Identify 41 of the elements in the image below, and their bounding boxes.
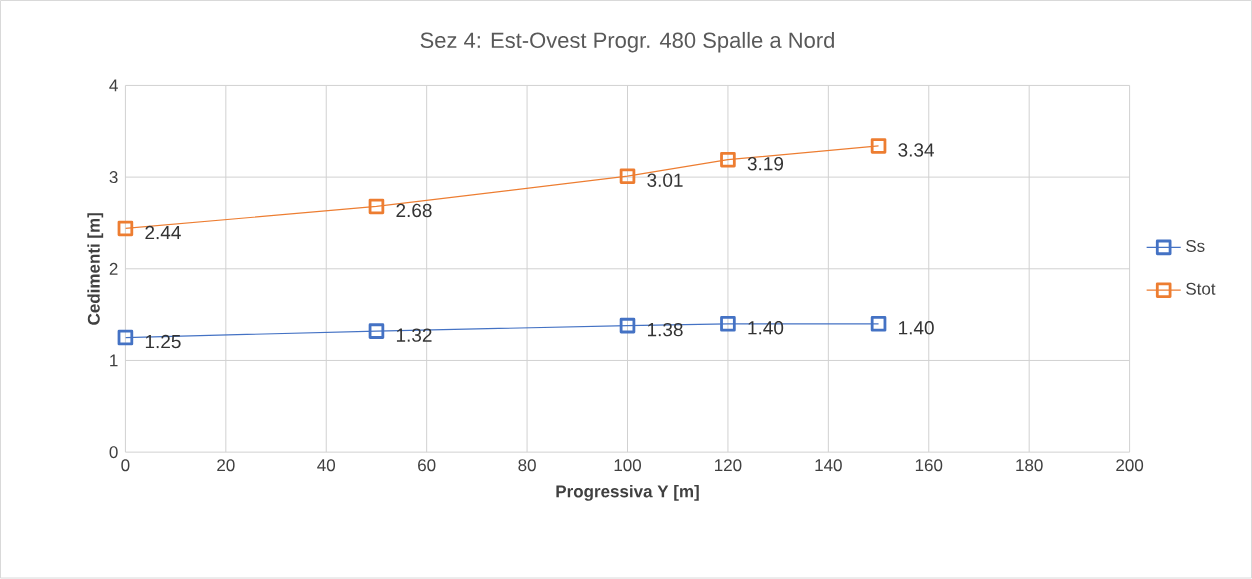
data-label: 1.38 xyxy=(648,323,683,337)
y-tick-label: 1 xyxy=(110,354,118,367)
legend-label: Ss xyxy=(1186,240,1205,253)
point xyxy=(619,318,636,334)
data-label: 1.40 xyxy=(748,321,784,335)
x-tick-label: 40 xyxy=(317,459,336,472)
x-axis-title: Progressiva Y [m] xyxy=(556,485,699,502)
data-label: 2.44 xyxy=(145,226,181,240)
chart-title: Sez 4: Est-Ovest Progr. 480 Spalle a Nord xyxy=(420,32,834,53)
point xyxy=(870,138,887,154)
point xyxy=(117,329,134,346)
y-tick-label: 0 xyxy=(109,446,118,459)
y-tick-label: 2 xyxy=(109,263,118,275)
point xyxy=(720,316,736,332)
point xyxy=(720,152,736,168)
x-tick-label: 20 xyxy=(217,459,235,472)
point xyxy=(870,316,887,332)
point xyxy=(368,323,385,340)
x-tick-label: 100 xyxy=(614,459,641,472)
point xyxy=(619,168,636,185)
x-tick-label: 120 xyxy=(715,459,742,472)
point xyxy=(117,220,134,237)
x-tick-label: 200 xyxy=(1116,459,1144,472)
legend-label: Stot xyxy=(1186,283,1216,296)
x-tick-label: 140 xyxy=(815,459,842,472)
x-tick-label: 180 xyxy=(1016,459,1043,472)
data-label: 1.25 xyxy=(145,335,181,349)
y-tick-label: 3 xyxy=(109,171,118,184)
x-tick-label: 160 xyxy=(915,459,943,472)
x-tick-label: 60 xyxy=(418,459,436,472)
x-tick-label: 80 xyxy=(518,459,536,472)
data-label: 1.32 xyxy=(396,328,432,343)
data-label: 3.34 xyxy=(898,143,934,157)
data-label: 3.19 xyxy=(747,157,784,171)
x-tick-label: 0 xyxy=(121,459,130,472)
y-axis-title: Cedimenti [m] xyxy=(87,213,104,325)
data-label: 1.40 xyxy=(899,321,934,335)
data-label: 3.01 xyxy=(647,173,683,188)
y-tick-label: 4 xyxy=(109,79,118,92)
point xyxy=(368,198,385,215)
data-label: 2.68 xyxy=(396,203,432,218)
